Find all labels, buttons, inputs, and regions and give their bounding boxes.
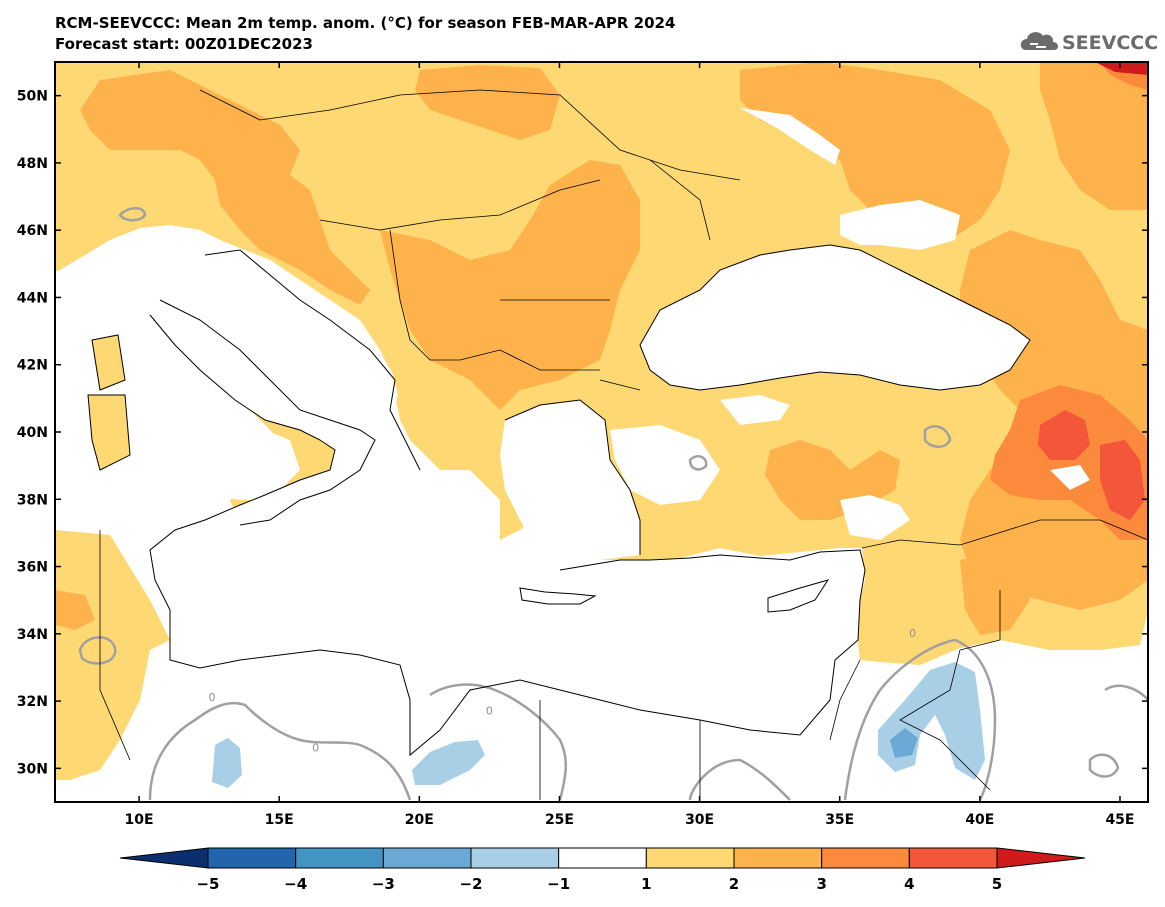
colorbar-label: −1 bbox=[547, 875, 570, 893]
lat-tick-label: 32N bbox=[17, 694, 48, 710]
lat-tick-label: 38N bbox=[17, 492, 48, 508]
anomaly-area-1-2-islands bbox=[88, 335, 130, 470]
colorbar-label: 2 bbox=[729, 875, 739, 893]
zero-contour-line bbox=[688, 758, 791, 801]
coastline-italy bbox=[159, 299, 376, 526]
colorbar-swatch bbox=[645, 847, 735, 869]
contour-label: 0 bbox=[486, 705, 493, 718]
seevccc-logo: SEEVCCC bbox=[1020, 32, 1158, 54]
lat-tick-label: 46N bbox=[17, 223, 48, 239]
anomaly-area-gt5 bbox=[1095, 62, 1148, 75]
coastline-mediterranean bbox=[149, 314, 866, 757]
sea-adriatic bbox=[205, 250, 395, 420]
lat-tick-label: 30N bbox=[17, 761, 48, 777]
contour-labels: 0 0 0 0 bbox=[208, 627, 916, 754]
anomaly-area-m2-m3-jordan bbox=[890, 728, 918, 758]
sea-aegean bbox=[500, 400, 640, 565]
coastlines-borders bbox=[87, 89, 1148, 800]
lon-tick-label: 20E bbox=[405, 812, 434, 828]
coastline-adriatic bbox=[204, 249, 421, 471]
colorbar-swatch bbox=[470, 847, 560, 869]
zero-contour-line bbox=[148, 701, 412, 801]
anomaly-area-2-3-ukraine bbox=[740, 62, 1010, 240]
anomaly-area-4-5 bbox=[1038, 410, 1145, 520]
anomaly-area-1-2-africa bbox=[55, 530, 170, 780]
coastline-aegean bbox=[504, 399, 641, 555]
colorbar-swatch bbox=[295, 847, 384, 869]
colorbar: −5 −4 −3 −2 −1 1 2 3 4 5 bbox=[119, 847, 1086, 893]
coastline-islands bbox=[87, 334, 830, 613]
lon-tick-label: 25E bbox=[545, 812, 574, 828]
country-borders bbox=[99, 89, 1148, 800]
anomaly-area-m1-m2-libya-east bbox=[412, 740, 485, 785]
colorbar-max-arrow bbox=[996, 847, 1086, 869]
colorbar-swatch bbox=[382, 847, 472, 869]
coastline-black-sea bbox=[639, 244, 1031, 391]
sea-azov bbox=[840, 205, 930, 245]
sea-black bbox=[640, 245, 1030, 390]
contour-label: 0 bbox=[208, 691, 215, 704]
lat-tick-label: 44N bbox=[17, 290, 48, 306]
colorbar-label: 5 bbox=[992, 875, 1002, 893]
colorbar-swatch bbox=[908, 847, 998, 869]
anomaly-field bbox=[55, 62, 1148, 788]
zero-contour-line bbox=[78, 636, 117, 665]
zero-contour-line bbox=[688, 455, 708, 471]
zero-contours bbox=[78, 207, 1148, 801]
lat-tick-label: 50N bbox=[17, 89, 48, 105]
lon-tick-label: 30E bbox=[685, 812, 714, 828]
anomaly-area-2-3-tunisia bbox=[55, 590, 95, 630]
lon-tick-label: 35E bbox=[825, 812, 854, 828]
lon-tick-label: 10E bbox=[125, 812, 154, 828]
forecast-start-label: Forecast start: 00Z01DEC2023 bbox=[55, 35, 313, 53]
colorbar-swatch bbox=[558, 847, 647, 869]
colorbar-swatch bbox=[821, 847, 910, 869]
anomaly-area-m1-m2-libya-west bbox=[212, 738, 242, 788]
anomaly-area-2-3-north bbox=[80, 70, 370, 305]
chart-title: RCM-SEEVCCC: Mean 2m temp. anom. (°C) fo… bbox=[55, 14, 676, 32]
contour-label: 0 bbox=[312, 742, 319, 755]
colorbar-label: −5 bbox=[196, 875, 219, 893]
zero-contour-line bbox=[843, 638, 997, 801]
zero-contour-line bbox=[429, 683, 567, 801]
lon-tick-label: 40E bbox=[965, 812, 994, 828]
colorbar-label: −2 bbox=[459, 875, 482, 893]
lat-tick-label: 42N bbox=[17, 358, 48, 374]
lon-tick-label: 45E bbox=[1105, 812, 1134, 828]
cloud-icon bbox=[1020, 32, 1059, 50]
colorbar-min-arrow bbox=[119, 847, 209, 869]
anomaly-area-2-3-levant bbox=[960, 555, 1030, 635]
lat-tick-label: 40N bbox=[17, 425, 48, 441]
zero-contour-line bbox=[923, 425, 952, 448]
colorbar-swatch bbox=[733, 847, 823, 869]
colorbar-label: 4 bbox=[904, 875, 914, 893]
anomaly-area-2-3-russia bbox=[1040, 62, 1148, 210]
colorbar-label: −4 bbox=[284, 875, 307, 893]
anomaly-area-2-3-poland bbox=[415, 65, 560, 140]
zero-contour-line bbox=[1088, 684, 1148, 778]
lat-tick-label: 48N bbox=[17, 156, 48, 172]
colorbar-label: 1 bbox=[641, 875, 651, 893]
lat-tick-label: 36N bbox=[17, 560, 48, 576]
lon-tick-label: 15E bbox=[265, 812, 294, 828]
sea-tyrrhenian bbox=[130, 360, 300, 500]
axis-ticks: 10E 15E 20E 25E 30E 35E 40E 45E 30N 32N 34N 36N 38N 4… bbox=[17, 62, 1148, 828]
colorbar-label: −3 bbox=[372, 875, 395, 893]
colorbar-swatch bbox=[207, 847, 297, 869]
contour-label: 0 bbox=[909, 627, 916, 640]
colorbar-label: 3 bbox=[816, 875, 826, 893]
anomaly-area-2-3-balkans bbox=[380, 160, 640, 410]
lat-tick-label: 34N bbox=[17, 627, 48, 643]
zero-contour-line bbox=[118, 207, 147, 222]
logo-text: SEEVCCC bbox=[1062, 32, 1158, 54]
